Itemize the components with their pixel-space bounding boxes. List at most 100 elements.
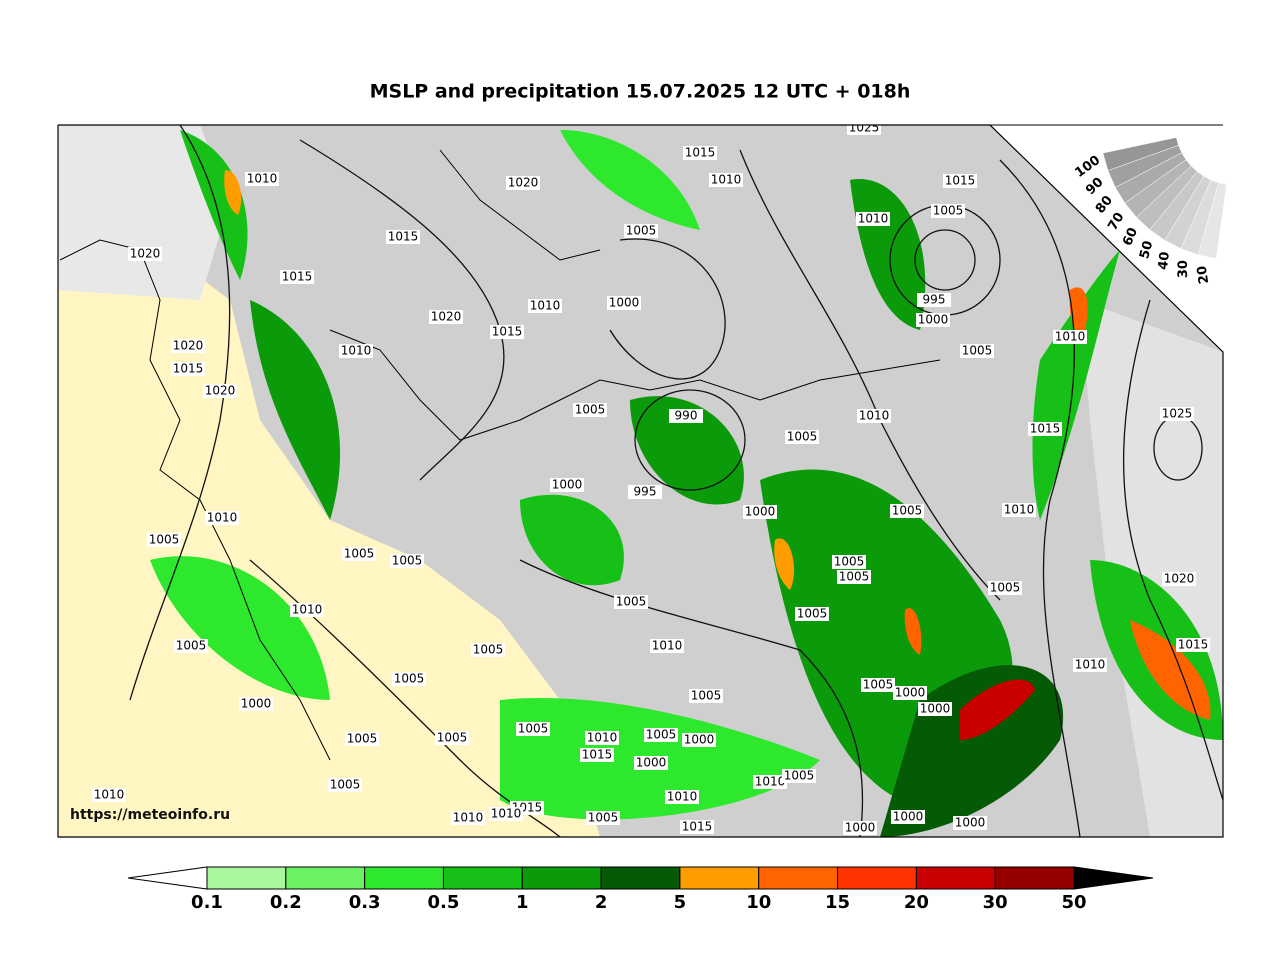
isobar-label-box	[861, 678, 895, 692]
isobar-label-box	[832, 555, 866, 569]
isobar-label-box	[682, 733, 716, 747]
isobar	[914, 229, 976, 291]
precip-heavy	[1069, 287, 1088, 333]
legend-label: 50	[1061, 892, 1086, 913]
isobar-label: 1000	[918, 313, 949, 327]
isobar-label: 1010	[1004, 503, 1035, 517]
isobar-label: 1015	[682, 820, 713, 834]
isobar-label-box	[960, 344, 994, 358]
isobar-label: 1015	[1030, 422, 1061, 436]
watermark: https://meteoinfo.ru	[70, 807, 230, 823]
legend-swatch	[915, 866, 996, 890]
cloud-scale-band	[1197, 182, 1227, 259]
legend-label: 0.3	[349, 892, 381, 913]
isobar	[609, 238, 726, 380]
isobar-label-box	[528, 299, 562, 313]
legend-swatch	[994, 866, 1075, 890]
isobar-label: 1020	[173, 339, 204, 353]
isobar-label: 1010	[587, 731, 618, 745]
isobar-label: 1005	[839, 570, 870, 584]
legend-swatch	[521, 866, 602, 890]
map: 1025 1015 1010 1020 1010 1015 1010 1005 1015 1005…	[58, 125, 1223, 837]
isobar-label: 1015	[492, 325, 523, 339]
isobar-label: 1010	[453, 811, 484, 825]
legend-swatch	[285, 866, 366, 890]
isobar-label: 1015	[1178, 638, 1209, 652]
isobar-label-box	[489, 807, 523, 821]
isobar-label-box	[585, 731, 619, 745]
isobar-label-box	[451, 811, 485, 825]
isobar-label-box	[339, 344, 373, 358]
isobar-label: 1015	[945, 174, 976, 188]
legend-swatch	[679, 866, 760, 890]
isobar-label: 1000	[552, 478, 583, 492]
isobar-label: 1000	[845, 821, 876, 835]
isobar-label-box	[669, 409, 703, 423]
isobar-label-box	[856, 212, 890, 226]
isobar-label-box	[342, 547, 376, 561]
isobar-label-box	[573, 403, 607, 417]
isobar-label-box	[847, 125, 881, 135]
isobar-label-box	[429, 310, 463, 324]
isobar-label-box	[634, 756, 668, 770]
isobar-label: 1005	[394, 672, 425, 686]
isobar-label: 1000	[895, 686, 926, 700]
isobar-labels: 1025 1015 1010 1020 1010 1015 1010 1005 1015 1005…	[92, 125, 1210, 835]
isobar	[1123, 299, 1223, 801]
isobar-label: 1005	[962, 344, 993, 358]
isobar-label: 1005	[588, 811, 619, 825]
isobar-label: 1005	[518, 722, 549, 736]
isobar-label-box	[128, 247, 162, 261]
isobar-label-box	[916, 313, 950, 327]
isobar-label: 1020	[205, 384, 236, 398]
isobar-label-box	[782, 769, 816, 783]
isobar-label-box	[174, 639, 208, 653]
legend-swatch	[837, 866, 917, 890]
isobar-label: 1015	[388, 230, 419, 244]
legend-label: 5	[674, 892, 687, 913]
isobar-label: 1010	[667, 790, 698, 804]
isobar-label: 1005	[787, 430, 818, 444]
isobar-label-box	[650, 639, 684, 653]
isobar-label-box	[683, 146, 717, 160]
isobar-label: 1005	[990, 581, 1021, 595]
isobar-label-box	[624, 224, 658, 238]
legend-swatch	[206, 866, 287, 890]
precip-heavy	[960, 679, 1035, 740]
legend-swatch	[364, 866, 444, 890]
isobar	[634, 389, 746, 491]
isobar-label-box	[709, 173, 743, 187]
isobar-label: 1010	[247, 172, 278, 186]
isobar-label: 1015	[173, 362, 204, 376]
title: MSLP and precipitation 15.07.2025 12 UTC…	[370, 81, 911, 103]
precip-area	[250, 300, 341, 520]
isobar-label-box	[689, 689, 723, 703]
legend-swatch	[758, 866, 839, 890]
isobar-label: 1005	[646, 728, 677, 742]
isobar-label: 1005	[797, 607, 828, 621]
isobar-label-box	[753, 775, 787, 789]
isobar-label: 1010	[858, 212, 889, 226]
coastline	[329, 329, 941, 441]
isobar-label-box	[328, 778, 362, 792]
cloud-scale-label: 30	[1176, 260, 1191, 278]
isobar-label-box	[1028, 422, 1062, 436]
isobar-label: 1015	[282, 270, 313, 284]
isobar-label: 1000	[893, 810, 924, 824]
isobar-label-box	[785, 430, 819, 444]
legend-label: 1	[516, 892, 529, 913]
isobar-label-box	[435, 731, 469, 745]
isobar-label-box	[614, 595, 648, 609]
isobar-label-box	[147, 533, 181, 547]
precip-legend: 0.1 0.2 0.3 0.5 1 2 5 10 15 20 30 50	[127, 866, 1154, 913]
isobar-label-box	[580, 748, 614, 762]
cloud-area	[58, 125, 230, 300]
isobar-label-box	[516, 722, 550, 736]
isobar-label: 1020	[130, 247, 161, 261]
legend-swatch	[600, 866, 681, 890]
legend-label: 0.5	[428, 892, 460, 913]
isobar-label: 1005	[575, 403, 606, 417]
isobar-label-box	[390, 554, 424, 568]
isobar-label-box	[795, 607, 829, 621]
